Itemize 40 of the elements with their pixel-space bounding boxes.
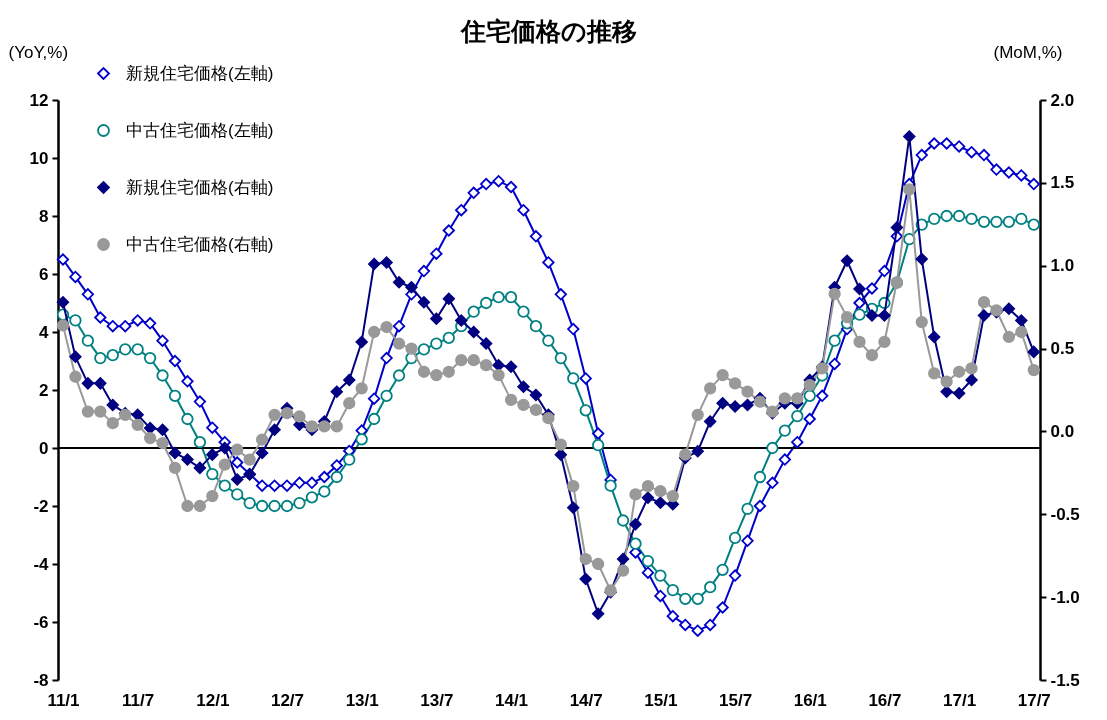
x-tick-label: 15/1 — [644, 690, 678, 710]
y2-tick-label: -1.5 — [1050, 670, 1080, 690]
x-tick-label: 12/7 — [270, 690, 305, 710]
y-tick-label: 6 — [39, 264, 49, 284]
y-tick-label: 8 — [39, 206, 49, 226]
y-tick-label: -2 — [33, 496, 49, 516]
y2-tick-label: 0.5 — [1050, 339, 1075, 359]
legend-label: 中古住宅価格(左軸) — [126, 120, 274, 140]
y2-tick-label: 1.5 — [1050, 173, 1075, 193]
y-tick-label: 12 — [29, 90, 49, 110]
y-tick-label: 0 — [39, 438, 49, 458]
x-tick-label: 16/7 — [868, 690, 902, 710]
y-tick-label: -4 — [33, 554, 50, 574]
legend-label: 新規住宅価格(右軸) — [126, 177, 274, 197]
y-axis-title: (YoY,%) — [8, 42, 69, 62]
y2-axis-title: (MoM,%) — [993, 42, 1063, 62]
x-tick-label: 17/1 — [943, 690, 977, 710]
legend-label: 新規住宅価格(左軸) — [126, 63, 274, 83]
y2-tick-label: -1.0 — [1050, 587, 1080, 607]
x-tick-label: 15/7 — [719, 690, 753, 710]
legend-label: 中古住宅価格(右軸) — [126, 234, 274, 254]
x-tick-label: 14/1 — [494, 690, 529, 710]
x-tick-label: 14/7 — [569, 690, 603, 710]
chart-title: 住宅価格の推移 — [460, 17, 637, 45]
x-tick-label: 17/7 — [1017, 690, 1051, 710]
y2-tick-label: 1.0 — [1050, 256, 1075, 276]
x-tick-label: 11/7 — [122, 690, 155, 710]
x-tick-label: 12/1 — [196, 690, 230, 710]
y2-tick-label: 0.0 — [1050, 421, 1075, 441]
y-tick-label: -6 — [33, 612, 49, 632]
y-tick-label: 2 — [39, 380, 49, 400]
y2-tick-label: -0.5 — [1050, 504, 1080, 524]
x-tick-label: 13/1 — [345, 690, 379, 710]
y-tick-label: 10 — [29, 148, 49, 168]
y2-tick-label: 2.0 — [1050, 90, 1075, 110]
x-tick-label: 11/1 — [47, 690, 80, 710]
x-tick-label: 16/1 — [793, 690, 827, 710]
y-tick-label: -8 — [33, 670, 49, 690]
x-tick-label: 13/7 — [420, 690, 454, 710]
y-tick-label: 4 — [39, 322, 50, 342]
